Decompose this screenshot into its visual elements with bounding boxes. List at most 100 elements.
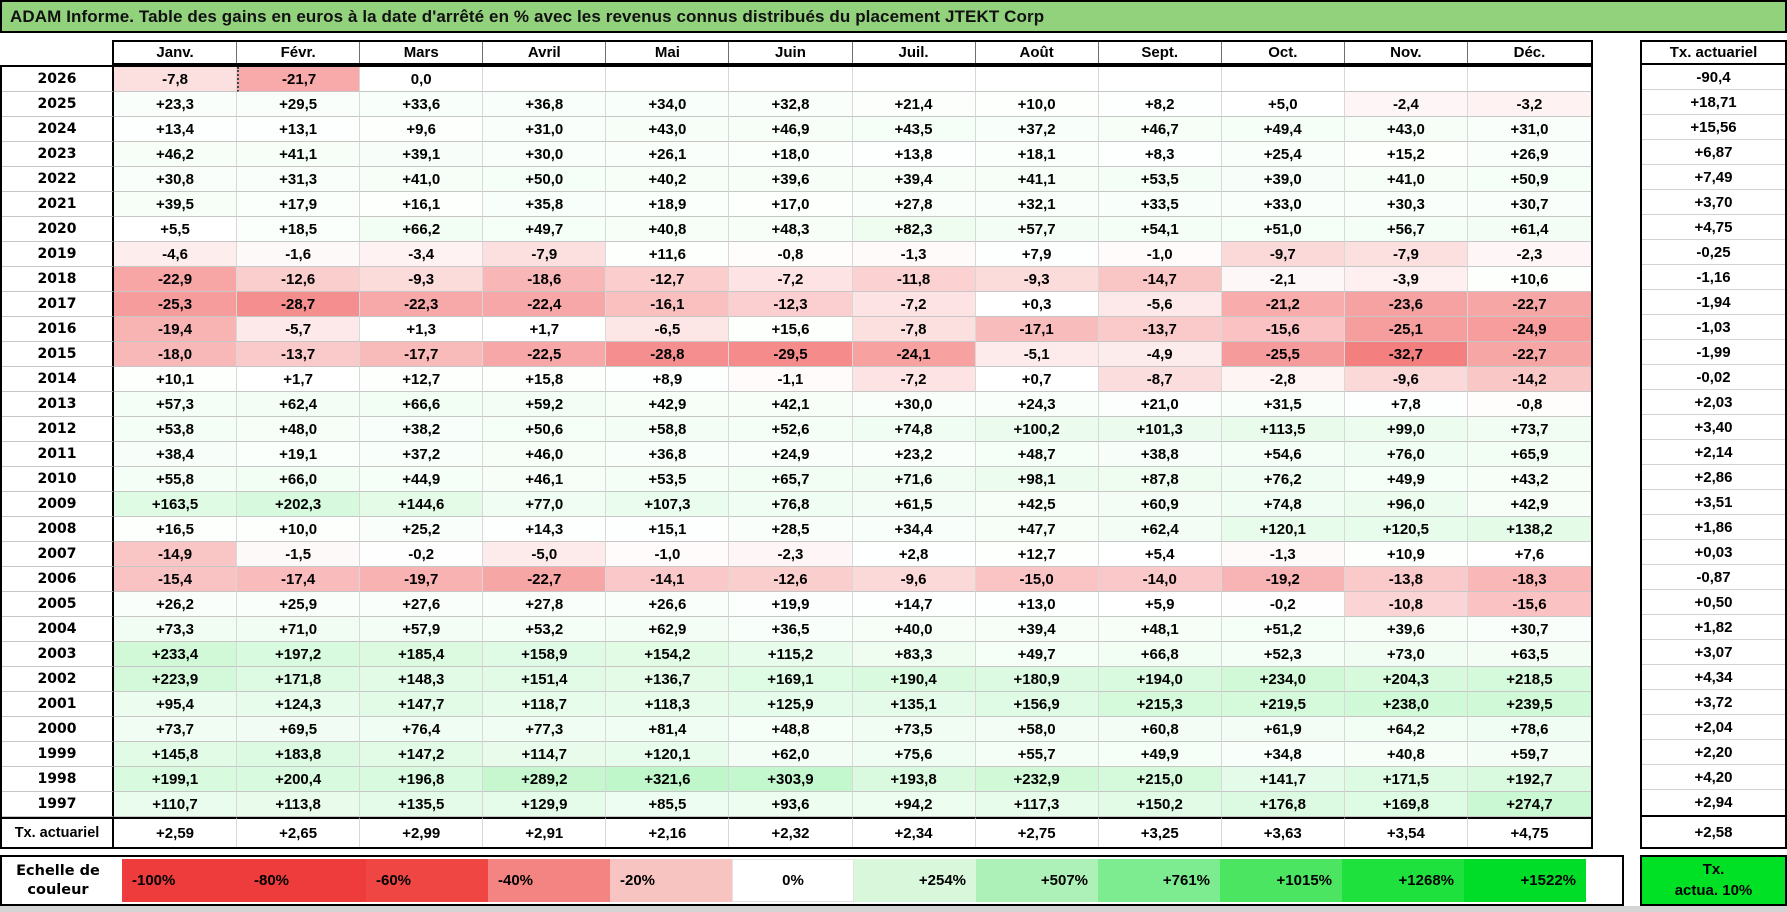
gain-cell[interactable]: +93,6 (729, 792, 853, 817)
year-cell[interactable]: 2026 (2, 67, 114, 92)
gain-cell[interactable]: +303,9 (729, 767, 853, 792)
year-cell[interactable]: 2022 (2, 167, 114, 192)
tx-cell[interactable]: +1,82 (1642, 615, 1785, 640)
gain-cell[interactable]: +50,9 (1467, 167, 1591, 192)
gain-cell[interactable]: +26,9 (1467, 142, 1591, 167)
gain-cell[interactable]: +11,6 (606, 242, 730, 267)
tx-column-header[interactable]: Tx. actuariel (1642, 42, 1785, 65)
gain-cell[interactable]: +48,8 (729, 717, 853, 742)
gain-cell[interactable]: +49,9 (1098, 742, 1222, 767)
gain-cell[interactable]: +118,7 (483, 692, 607, 717)
gain-cell[interactable]: +39,6 (1344, 617, 1468, 642)
gain-cell[interactable]: +75,6 (852, 742, 976, 767)
year-cell[interactable]: 2017 (2, 292, 114, 317)
gain-cell[interactable]: +232,9 (975, 767, 1099, 792)
gain-cell[interactable]: 0,0 (360, 67, 484, 92)
legend-swatch[interactable]: +761% (1098, 859, 1220, 902)
gain-cell[interactable]: +73,5 (852, 717, 976, 742)
gain-cell[interactable]: +9,6 (360, 117, 484, 142)
tx-row-cell[interactable]: +2,91 (483, 817, 607, 847)
gain-cell[interactable]: +30,3 (1344, 192, 1468, 217)
year-cell[interactable]: 2024 (2, 117, 114, 142)
gain-cell[interactable]: -14,2 (1467, 367, 1591, 392)
tx-cell[interactable]: -0,02 (1642, 365, 1785, 390)
gain-cell[interactable]: +124,3 (237, 692, 361, 717)
gain-cell[interactable]: +113,8 (237, 792, 361, 817)
gain-cell[interactable]: +50,6 (483, 417, 607, 442)
gain-cell[interactable]: +176,8 (1221, 792, 1345, 817)
gain-cell[interactable]: +115,2 (729, 642, 853, 667)
gain-cell[interactable]: +169,8 (1344, 792, 1468, 817)
gain-cell[interactable]: -14,7 (1098, 267, 1222, 292)
legend-swatch[interactable]: -40% (488, 859, 610, 902)
month-header-cell[interactable]: Févr. (237, 42, 361, 63)
gain-cell[interactable]: -3,2 (1467, 92, 1591, 117)
month-header-cell[interactable]: Déc. (1513, 44, 1546, 61)
gain-cell[interactable]: +95,4 (114, 692, 238, 717)
year-cell[interactable]: 1998 (2, 767, 114, 792)
gain-cell[interactable]: +34,4 (852, 517, 976, 542)
month-header-cell[interactable]: Janv. (114, 42, 238, 63)
gain-cell[interactable]: -5,1 (975, 342, 1099, 367)
gain-cell[interactable]: +55,8 (114, 467, 238, 492)
gain-cell[interactable]: +65,9 (1467, 442, 1591, 467)
gain-cell[interactable]: +78,6 (1467, 717, 1591, 742)
gain-cell[interactable]: +24,3 (975, 392, 1099, 417)
gain-cell[interactable]: -12,6 (237, 267, 361, 292)
gain-cell[interactable]: +34,0 (606, 92, 730, 117)
gain-cell[interactable]: -13,7 (1098, 317, 1222, 342)
gain-cell[interactable]: +183,8 (237, 742, 361, 767)
year-cell[interactable]: 2001 (2, 692, 114, 717)
gain-cell[interactable]: -13,7 (237, 342, 361, 367)
gain-cell[interactable]: -24,9 (1467, 317, 1591, 342)
gain-cell[interactable]: +185,4 (360, 642, 484, 667)
gain-cell[interactable]: +23,2 (852, 442, 976, 467)
gain-cell[interactable]: -22,7 (483, 567, 607, 592)
gain-cell[interactable]: +61,5 (852, 492, 976, 517)
gain-cell[interactable]: -5,0 (483, 542, 607, 567)
gain-cell[interactable]: +239,5 (1467, 692, 1591, 717)
gain-cell[interactable]: +15,6 (729, 317, 853, 342)
gain-cell[interactable]: +100,2 (975, 417, 1099, 442)
tx-cell[interactable]: +18,71 (1642, 90, 1785, 115)
legend-swatch[interactable]: -100% (122, 859, 244, 902)
gain-cell[interactable]: +66,0 (237, 467, 361, 492)
gain-cell[interactable]: -17,4 (237, 567, 361, 592)
gain-cell[interactable]: +190,4 (852, 667, 976, 692)
gain-cell[interactable]: -23,6 (1344, 292, 1468, 317)
legend-swatch[interactable]: +1268% (1342, 859, 1464, 902)
gain-cell[interactable]: -7,8 (114, 67, 238, 92)
gain-cell[interactable]: +42,5 (975, 492, 1099, 517)
gain-cell[interactable]: +118,3 (606, 692, 730, 717)
tx-total-cell[interactable]: +2,58 (1642, 815, 1785, 847)
tx-cell[interactable]: -1,03 (1642, 315, 1785, 340)
tx-cell[interactable]: +15,56 (1642, 115, 1785, 140)
gain-cell[interactable] (1467, 67, 1591, 92)
gain-cell[interactable]: +26,2 (114, 592, 238, 617)
gain-cell[interactable]: -15,6 (1221, 317, 1345, 342)
gain-cell[interactable]: -15,6 (1467, 592, 1591, 617)
gain-cell[interactable]: -11,8 (852, 267, 976, 292)
gain-cell[interactable]: +43,0 (606, 117, 730, 142)
title-bar[interactable]: ADAM Informe. Table des gains en euros à… (0, 0, 1787, 33)
gain-cell[interactable]: +59,2 (483, 392, 607, 417)
gain-cell[interactable]: +5,5 (114, 217, 238, 242)
gain-cell[interactable]: +1,3 (360, 317, 484, 342)
gain-cell[interactable]: +62,4 (237, 392, 361, 417)
gain-cell[interactable]: -2,8 (1221, 367, 1345, 392)
gain-cell[interactable]: +321,6 (606, 767, 730, 792)
tx-cell[interactable]: +3,72 (1642, 690, 1785, 715)
legend-swatch[interactable]: +1015% (1220, 859, 1342, 902)
gain-cell[interactable]: +129,9 (483, 792, 607, 817)
gain-cell[interactable]: +215,0 (1098, 767, 1222, 792)
year-cell[interactable]: 2004 (2, 617, 114, 642)
gain-cell[interactable]: +74,8 (852, 417, 976, 442)
gain-cell[interactable]: +43,5 (852, 117, 976, 142)
gain-cell[interactable]: +180,9 (975, 667, 1099, 692)
tx-row-cell[interactable]: +3,63 (1221, 817, 1345, 847)
gain-cell[interactable]: -17,7 (360, 342, 484, 367)
gain-cell[interactable]: -15,4 (114, 567, 238, 592)
tx-cell[interactable]: +2,20 (1642, 740, 1785, 765)
gain-cell[interactable]: +215,3 (1098, 692, 1222, 717)
gain-cell[interactable]: +73,3 (114, 617, 238, 642)
